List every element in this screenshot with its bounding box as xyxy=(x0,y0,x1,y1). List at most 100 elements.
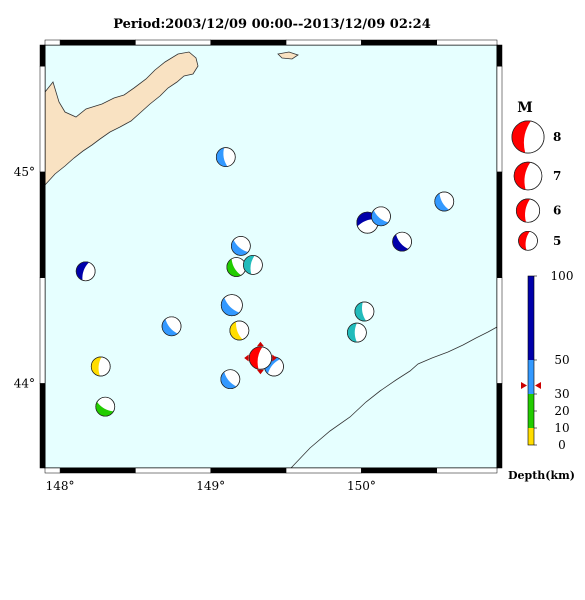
event-beachball-outline xyxy=(161,316,182,337)
magnitude-legend-ball xyxy=(511,120,545,154)
event-beachball-compression xyxy=(226,258,242,277)
lon-tick-label: 148° xyxy=(46,479,75,493)
frame-ticks xyxy=(39,39,503,474)
frame-segment-right xyxy=(496,171,503,278)
event-beachball-compression xyxy=(162,319,178,336)
event-beachball-compression xyxy=(91,356,102,376)
event-beachball-outline xyxy=(215,147,236,167)
event-beachball xyxy=(231,236,251,256)
depth-bar-outline xyxy=(527,275,535,446)
frame-segment-top xyxy=(210,39,287,46)
event-beachball-compression xyxy=(221,297,240,316)
event-beachball xyxy=(229,320,250,341)
event-beachball-compression xyxy=(347,323,357,343)
event-beachball xyxy=(354,301,375,322)
event-beachball-compression xyxy=(220,371,237,389)
event-beachball-outline xyxy=(220,369,241,390)
frame-segment-bottom xyxy=(59,467,136,474)
magnitude-legend-ball-outline xyxy=(518,230,538,251)
magnitude-legend-ball-compression xyxy=(516,198,531,223)
lon-tick-label: 149° xyxy=(196,479,225,493)
event-beachball xyxy=(392,231,412,252)
depth-tick-label: 30 xyxy=(554,387,569,401)
islet xyxy=(277,51,299,60)
magnitude-legend-ball-compression xyxy=(518,231,530,251)
depth-marker-left xyxy=(521,382,527,389)
event-beachball xyxy=(371,206,391,227)
frame-segment-bottom xyxy=(285,467,362,474)
magnitude-legend-ball xyxy=(518,230,538,251)
event-beachball-outline xyxy=(95,396,116,417)
main-event-beachball-outline xyxy=(248,346,273,370)
depth-scale-bands xyxy=(527,275,535,446)
depth-tick-label: 0 xyxy=(558,438,566,452)
magnitude-legend-ball-compression xyxy=(511,120,531,153)
event-beachball xyxy=(226,257,247,277)
frame-segment-left xyxy=(39,383,46,469)
frame-segment-left xyxy=(39,171,46,278)
frame-segment-bottom xyxy=(361,467,437,474)
event-beachball xyxy=(161,316,182,337)
event-beachball-compression xyxy=(392,234,409,252)
map-frame xyxy=(39,39,503,474)
event-beachball xyxy=(347,322,367,343)
land-area xyxy=(44,51,199,187)
depth-tick-label: 50 xyxy=(554,353,569,367)
frame-segment-right xyxy=(496,277,503,384)
depth-band xyxy=(528,428,534,445)
depth-band xyxy=(528,276,534,360)
event-beachball-compression xyxy=(354,302,367,321)
magnitude-legend-ball xyxy=(513,161,543,191)
magnitude-legend-ball-compression xyxy=(514,162,531,190)
main-event-marker xyxy=(256,369,264,375)
frame-segment-bottom xyxy=(135,467,211,474)
main-event-beachball xyxy=(244,341,277,375)
depth-tick-label: 20 xyxy=(554,404,569,418)
frame-segment-left xyxy=(39,65,46,173)
lon-tick-label: 150° xyxy=(347,479,376,493)
event-beachball-compression xyxy=(434,193,450,212)
main-event-marker xyxy=(272,354,277,362)
magnitude-legend-ball xyxy=(515,198,541,223)
axis-tick-labels: 148° 149° 150° 44° 45° xyxy=(14,165,376,493)
depth-scale-title: Depth(km) xyxy=(508,469,575,482)
frame-segment-bottom xyxy=(436,467,498,474)
frame-segment-top xyxy=(436,39,498,46)
frame-segment-left xyxy=(39,277,46,384)
frame-segment-top xyxy=(361,39,437,46)
event-beachball-outline xyxy=(220,294,243,317)
event-beachball-outline xyxy=(231,236,251,256)
magnitude-legend-label: 7 xyxy=(553,169,561,183)
main-event-beachball-compression xyxy=(249,346,263,370)
frame-segment-top xyxy=(59,39,136,46)
depth-scale: 0 10 20 30 50 100 Depth(km) xyxy=(508,269,575,482)
event-beachball xyxy=(75,261,96,282)
depth-scale-ticks: 0 10 20 30 50 100 xyxy=(521,269,573,452)
event-beachball-outline xyxy=(354,301,375,322)
magnitude-legend-ball-outline xyxy=(511,120,545,154)
frame-segment-right xyxy=(496,44,503,67)
event-beachball-compression xyxy=(76,261,89,281)
event-beachball-compression xyxy=(243,255,255,275)
event-beachball xyxy=(90,356,111,377)
event-beachball-compression xyxy=(231,239,249,256)
lat-tick-label: 45° xyxy=(14,165,35,179)
lat-tick-label: 44° xyxy=(14,376,35,390)
depth-tick-label: 100 xyxy=(551,269,574,283)
depth-tick-label: 10 xyxy=(554,421,569,435)
magnitude-legend-items: 8 7 6 5 xyxy=(511,120,561,251)
event-beachball-outline xyxy=(90,356,111,377)
magnitude-legend-label: 6 xyxy=(553,204,561,218)
frame-segment-right xyxy=(496,65,503,173)
coastline-east xyxy=(290,326,498,469)
frame-segment-bottom xyxy=(210,467,287,474)
frame-segment-top xyxy=(135,39,211,46)
event-beachball-outline xyxy=(75,261,96,282)
depth-band xyxy=(528,360,534,394)
frame-segment-top xyxy=(285,39,362,46)
magnitude-legend-label: 5 xyxy=(553,234,561,248)
frame-segment-top xyxy=(44,39,61,46)
event-beachball xyxy=(220,369,241,390)
main-event-marker xyxy=(244,354,249,362)
